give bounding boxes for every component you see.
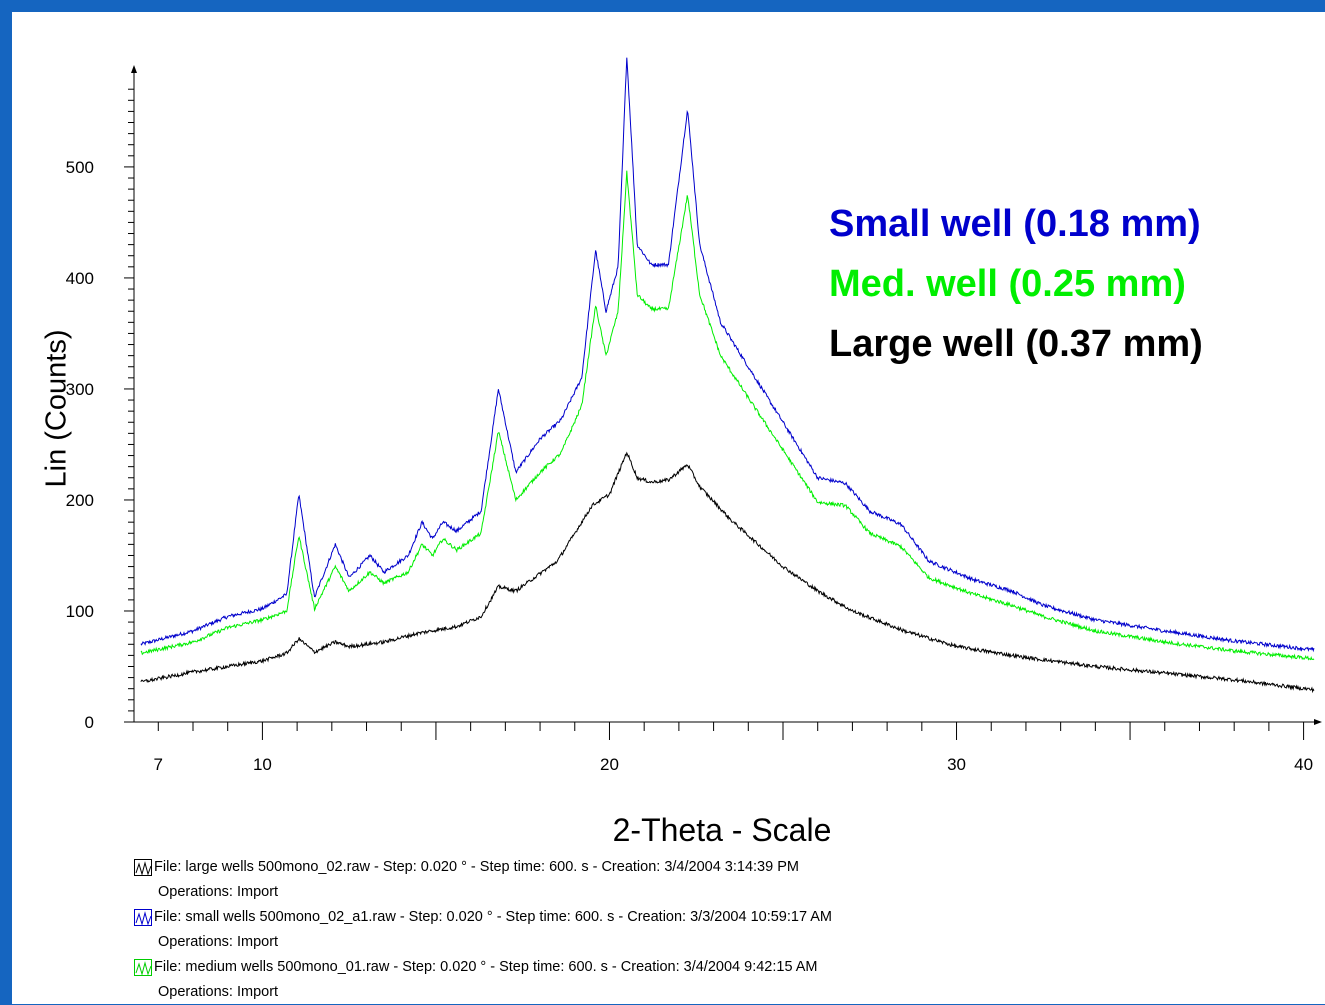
x-tick-label: 40 — [1294, 755, 1313, 774]
x-axis-label: 2-Theta - Scale — [612, 812, 832, 848]
y-tick-label: 300 — [66, 380, 94, 399]
file-entry-large: File: large wells 500mono_02.raw - Step:… — [134, 855, 1284, 880]
y-tick-label: 100 — [66, 602, 94, 621]
x-tick-label: 20 — [600, 755, 619, 774]
legend-small-well: Small well (0.18 mm) — [829, 203, 1201, 245]
file-line: File: medium wells 500mono_01.raw - Step… — [154, 959, 818, 975]
series-line-1 — [140, 170, 1315, 661]
file-line: File: small wells 500mono_02_a1.raw - St… — [154, 909, 833, 925]
y-tick-label: 500 — [66, 158, 94, 177]
y-axis-arrow — [131, 65, 137, 73]
y-tick-label: 400 — [66, 269, 94, 288]
file-line: File: large wells 500mono_02.raw - Step:… — [154, 859, 799, 875]
x-axis-arrow — [1314, 719, 1322, 725]
x-tick-label: 7 — [154, 755, 163, 774]
series-line-0 — [140, 57, 1315, 653]
y-tick-label: 0 — [85, 713, 94, 732]
chart-frame: 0 100 200 300 400 500 7 10 20 30 40 Lin (Counts) 2… — [12, 12, 1325, 1004]
x-tick-label: 30 — [947, 755, 966, 774]
y-axis-label: Lin (Counts) — [40, 329, 73, 488]
file-info-list: File: large wells 500mono_02.raw - Step:… — [134, 855, 1284, 1005]
waveform-icon — [134, 909, 152, 926]
file-operations: Operations: Import — [158, 884, 279, 900]
file-entry-small: File: small wells 500mono_02_a1.raw - St… — [134, 905, 1284, 930]
waveform-icon — [134, 959, 152, 976]
waveform-icon — [134, 859, 152, 876]
x-tick-label: 10 — [253, 755, 272, 774]
legend-med-well: Med. well (0.25 mm) — [829, 263, 1186, 305]
xrd-plot: 0 100 200 300 400 500 7 10 20 30 40 — [66, 57, 1322, 774]
file-operations: Operations: Import — [158, 934, 279, 950]
legend: Small well (0.18 mm) Med. well (0.25 mm)… — [829, 194, 1203, 374]
y-tick-label: 200 — [66, 491, 94, 510]
series-line-2 — [140, 451, 1315, 694]
file-entry-medium: File: medium wells 500mono_01.raw - Step… — [134, 955, 1284, 980]
legend-large-well: Large well (0.37 mm) — [829, 323, 1203, 365]
file-operations: Operations: Import — [158, 984, 279, 1000]
